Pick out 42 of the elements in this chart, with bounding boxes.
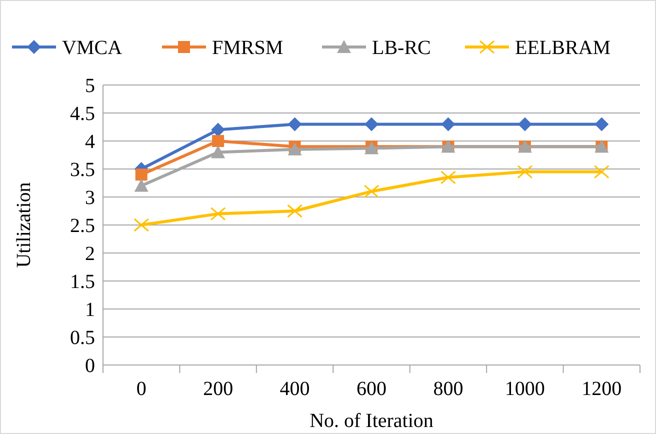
y-tick-label: 0 [85,355,95,377]
x-axis-title: No. of Iteration [310,410,434,432]
point [364,184,380,198]
legend-label: FMRSM [212,37,284,59]
point [594,165,610,179]
point [364,117,378,132]
y-tick-label: 1.5 [70,271,95,293]
point [517,165,533,179]
point [134,218,150,232]
point [594,117,609,132]
point [288,142,302,156]
point [212,135,224,147]
point [211,122,226,137]
y-tick-label: 1 [85,299,95,321]
y-axis-title: Utilization [13,182,35,268]
point [211,145,226,158]
point [134,178,148,192]
point [441,117,456,132]
point [518,117,532,132]
x-tick-label: 400 [280,378,310,400]
x-tick-label: 1000 [504,378,545,400]
y-tick-label: 3 [85,187,95,209]
point [440,170,456,184]
y-tick-label: 4.5 [70,103,95,125]
legend-label: VMCA [62,37,123,59]
y-tick-label: 2.5 [70,215,95,237]
y-tick-label: 4 [85,131,95,153]
y-tick-label: 5 [85,75,95,97]
point [210,207,226,221]
point [135,168,148,181]
y-tick-label: 0.5 [70,327,95,349]
x-tick-label: 1200 [582,378,622,400]
y-tick-label: 2 [85,243,95,265]
x-tick-label: 600 [356,378,386,400]
legend-label: LB-RC [372,37,431,59]
point [288,117,302,132]
x-tick-label: 0 [136,378,146,400]
legend-label: EELBRAM [515,37,611,59]
y-tick-label: 3.5 [70,159,95,181]
point [287,204,303,218]
x-tick-label: 200 [203,378,234,400]
x-tick-label: 800 [433,378,464,400]
